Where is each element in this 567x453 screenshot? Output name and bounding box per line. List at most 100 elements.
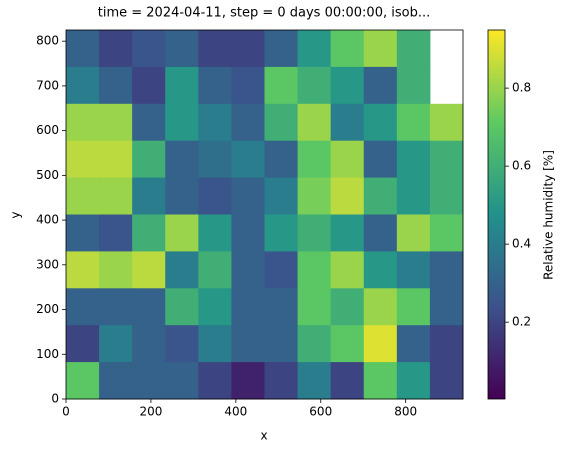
- heatmap-cell: [330, 177, 365, 215]
- heatmap-cell: [66, 325, 100, 363]
- heatmap-cell: [231, 140, 265, 179]
- heatmap-cell: [132, 66, 166, 105]
- heatmap-cell: [297, 214, 332, 252]
- heatmap-cell: [363, 325, 398, 363]
- heatmap-cell: [363, 362, 398, 400]
- heatmap-cell: [66, 288, 100, 326]
- heatmap-cell: [363, 251, 398, 289]
- heatmap-cell: [264, 251, 299, 289]
- x-tick-label: 0: [62, 405, 70, 419]
- heatmap-cell: [396, 251, 431, 289]
- heatmap-cell: [297, 30, 332, 68]
- heatmap-cell: [264, 30, 299, 68]
- heatmap-cell: [429, 362, 464, 400]
- y-tick-label: 500: [36, 168, 59, 182]
- heatmap-cell: [231, 288, 265, 326]
- heatmap-cell: [264, 177, 299, 215]
- heatmap-cell: [429, 288, 464, 326]
- heatmap-cell: [363, 140, 398, 179]
- heatmap-cell: [363, 30, 398, 68]
- heatmap-cell: [198, 103, 232, 142]
- heatmap-cell: [99, 288, 133, 326]
- heatmap-cell: [165, 140, 199, 179]
- heatmap-cell: [165, 288, 199, 326]
- heatmap-cell: [132, 140, 166, 179]
- heatmap-cell: [396, 66, 431, 105]
- heatmap-cell: [66, 66, 100, 105]
- heatmap-cell: [198, 325, 232, 363]
- heatmap-cell: [396, 214, 431, 252]
- heatmap-cell: [297, 66, 332, 105]
- heatmap-cell: [165, 103, 199, 142]
- heatmap-cell: [330, 288, 365, 326]
- y-axis-label: y: [9, 211, 23, 218]
- heatmap-cell: [429, 177, 464, 215]
- heatmap-cell: [330, 66, 365, 105]
- heatmap-cell: [429, 214, 464, 252]
- heatmap-cell: [132, 251, 166, 289]
- y-tick-label: 700: [36, 78, 59, 92]
- heatmap-cell: [132, 103, 166, 142]
- heatmap-cell: [330, 140, 365, 179]
- heatmap-cell: [297, 177, 332, 215]
- heatmap-cell: [264, 214, 299, 252]
- heatmap-cell: [396, 177, 431, 215]
- heatmap-cell: [165, 251, 199, 289]
- heatmap-cell: [99, 103, 133, 142]
- heatmap-cell: [429, 325, 464, 363]
- x-tick-label: 800: [394, 405, 417, 419]
- colorbar-label: Relative humidity [%]: [542, 150, 556, 280]
- heatmap-cell: [429, 251, 464, 289]
- heatmap-cell: [198, 362, 232, 400]
- heatmap-cell: [165, 177, 199, 215]
- heatmap-cell: [363, 214, 398, 252]
- heatmap-cell: [363, 177, 398, 215]
- heatmap-cell: [99, 325, 133, 363]
- heatmap-cell: [132, 177, 166, 215]
- heatmap-cell: [264, 288, 299, 326]
- x-axis-label: x: [260, 429, 267, 443]
- heatmap-cell: [66, 140, 100, 179]
- heatmap-cell: [396, 288, 431, 326]
- heatmap-cell: [165, 66, 199, 105]
- heatmap-cell: [363, 66, 398, 105]
- heatmap-cell: [231, 103, 265, 142]
- heatmap-cell: [66, 30, 100, 68]
- heatmap-cell: [132, 362, 166, 400]
- plot-frame: [65, 29, 464, 400]
- heatmap-cell: [165, 325, 199, 363]
- heatmap-cell: [264, 103, 299, 142]
- heatmap-cell: [396, 140, 431, 179]
- heatmap-cell: [99, 214, 133, 252]
- heatmap-cell: [231, 66, 265, 105]
- heatmap-cell: [297, 288, 332, 326]
- heatmap-cell: [297, 362, 332, 400]
- heatmap-cell: [198, 288, 232, 326]
- heatmap-cell: [132, 325, 166, 363]
- y-tick-label: 0: [51, 392, 59, 406]
- heatmap-cell: [297, 325, 332, 363]
- heatmap-cell: [330, 325, 365, 363]
- y-tick-label: 200: [36, 302, 59, 316]
- heatmap-cell: [165, 362, 199, 400]
- heatmap-cell: [363, 288, 398, 326]
- heatmap-cell: [330, 30, 365, 68]
- heatmap-cell: [396, 325, 431, 363]
- heatmap-cell: [330, 103, 365, 142]
- heatmap-cell: [330, 214, 365, 252]
- y-tick-label: 100: [36, 347, 59, 361]
- heatmap-cell: [99, 251, 133, 289]
- heatmap-cell: [165, 30, 199, 68]
- x-tick-label: 400: [224, 405, 247, 419]
- colorbar-tick-label: 0.2: [512, 315, 531, 329]
- heatmap-cell: [99, 362, 133, 400]
- heatmap-cell: [231, 325, 265, 363]
- heatmap-cell: [198, 140, 232, 179]
- heatmap-cell: [231, 214, 265, 252]
- colorbar-tick-label: 0.4: [512, 237, 531, 251]
- heatmap-cell: [198, 214, 232, 252]
- heatmap-cell: [99, 30, 133, 68]
- heatmap-cell: [132, 30, 166, 68]
- heatmap-cell: [99, 66, 133, 105]
